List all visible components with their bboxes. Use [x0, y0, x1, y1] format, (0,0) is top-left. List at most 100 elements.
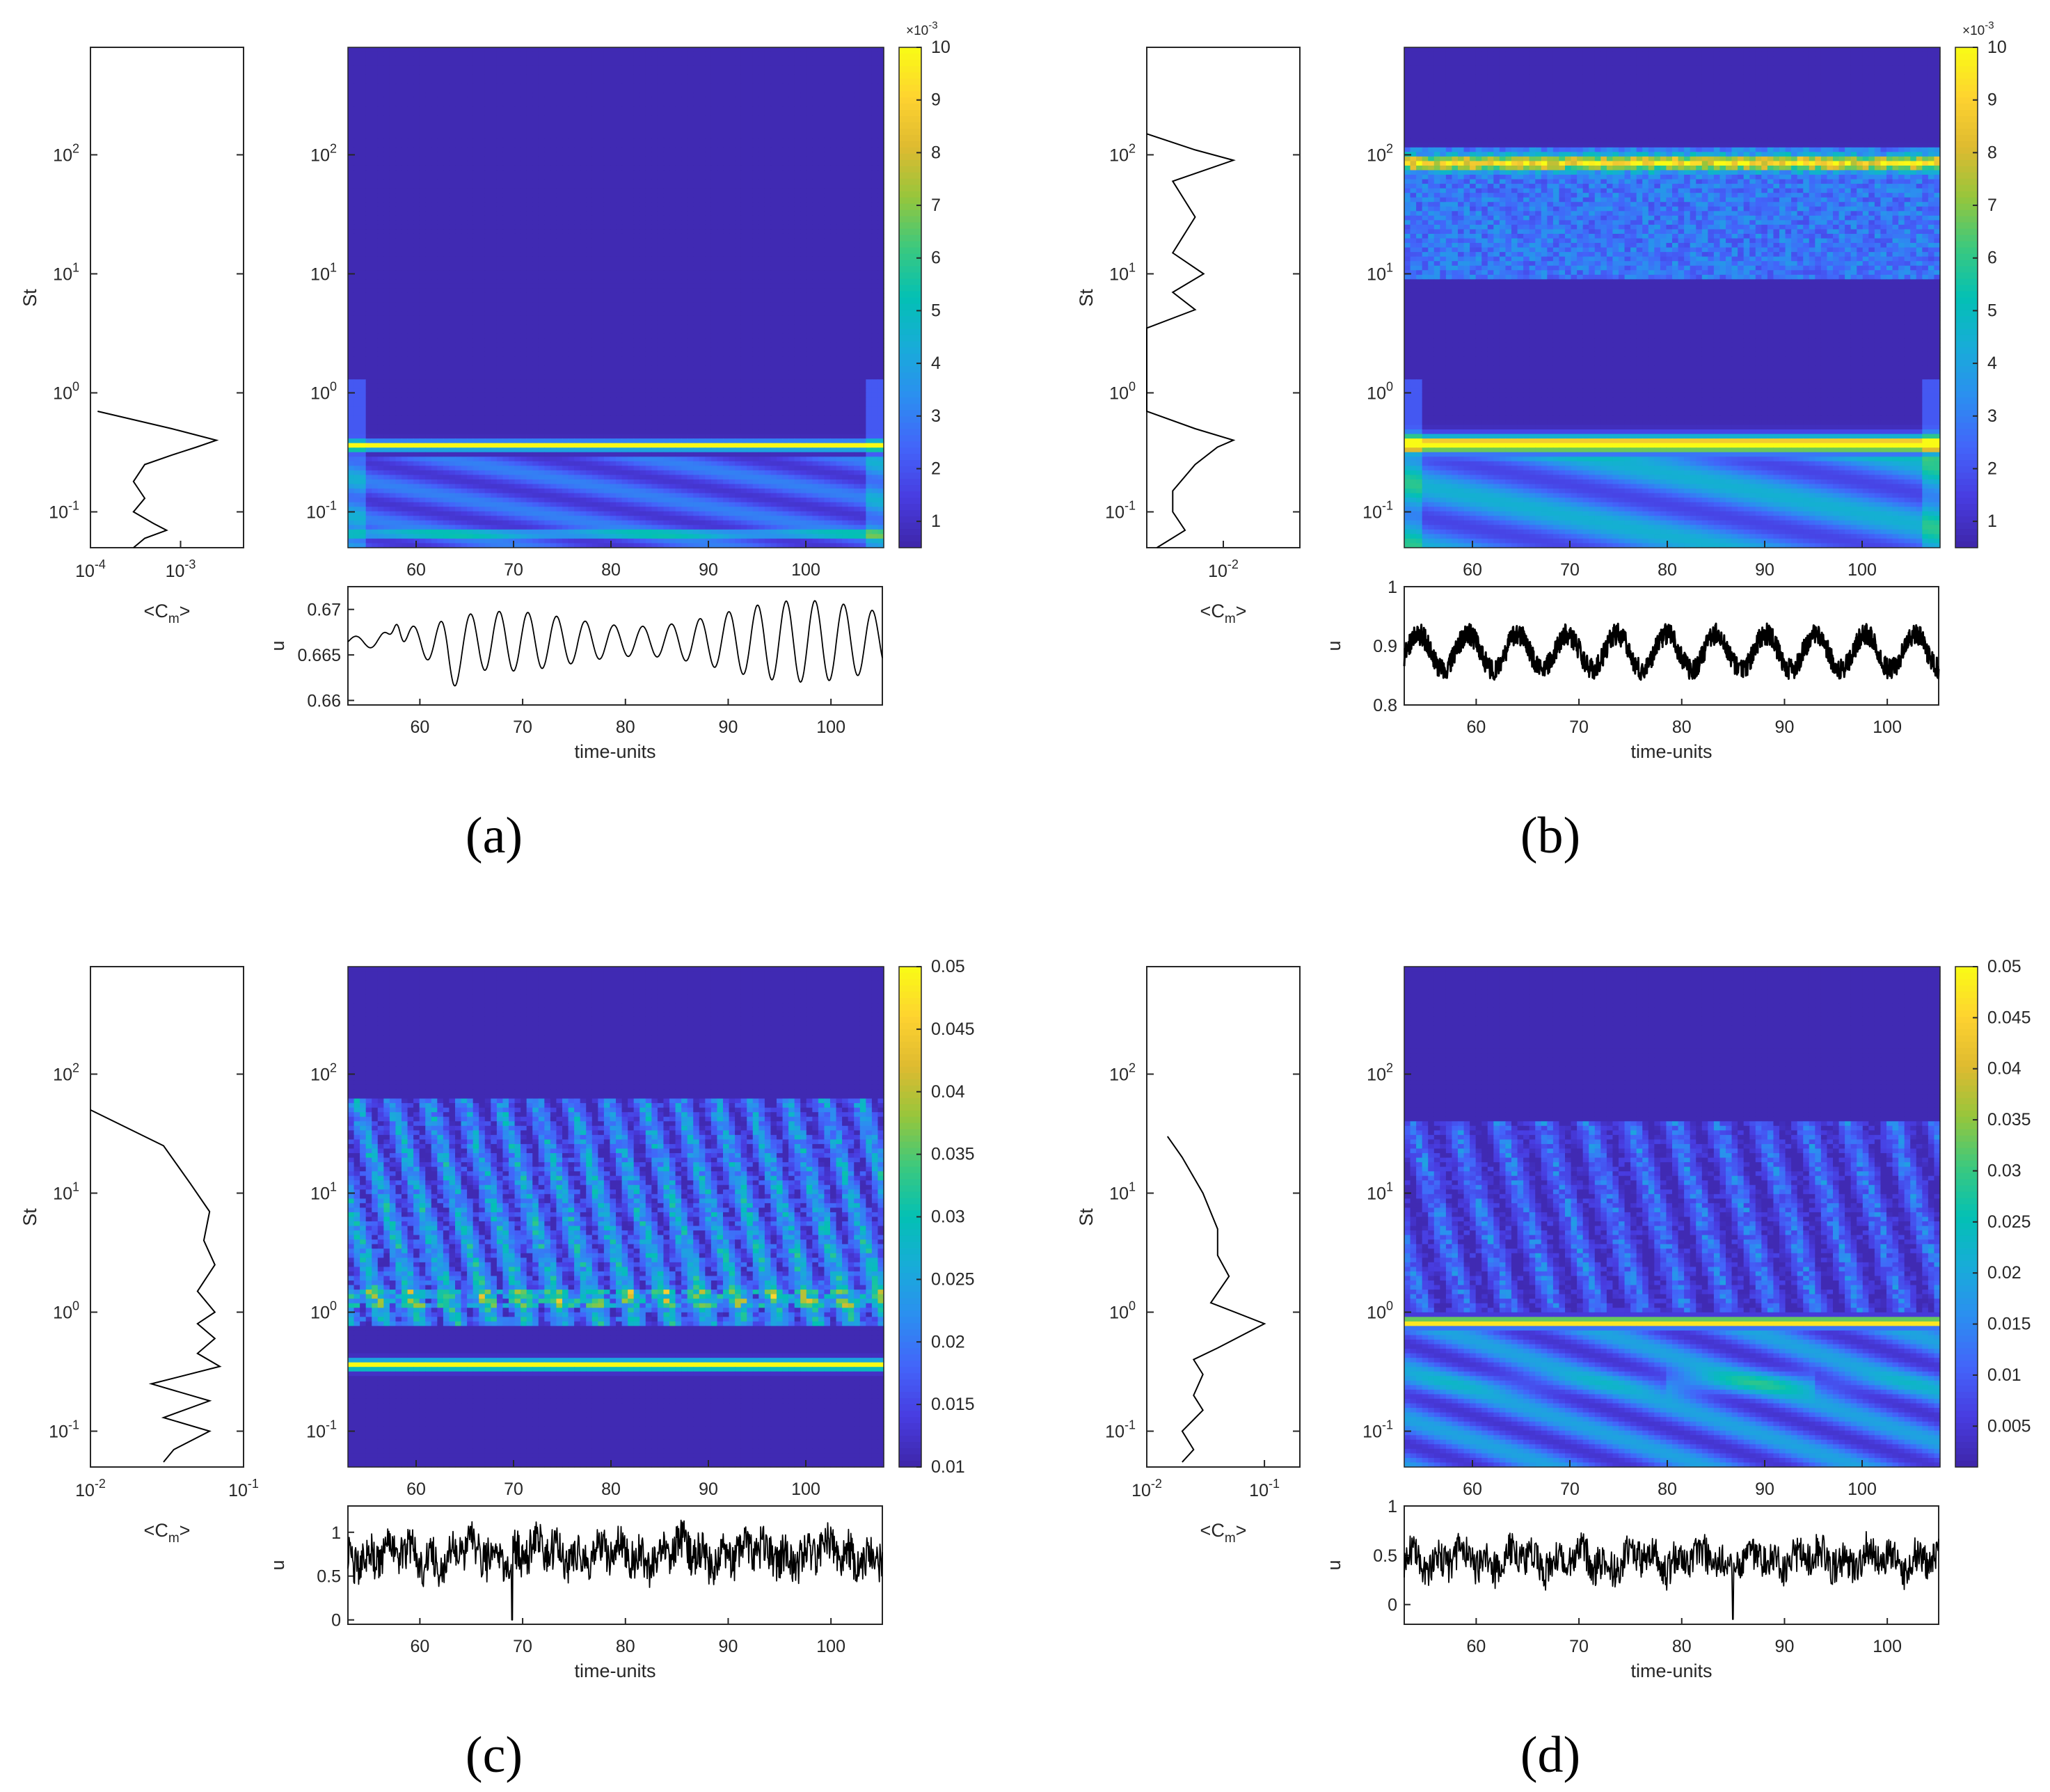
heatmap-cell — [484, 292, 491, 299]
heatmap-cell — [842, 224, 849, 230]
heatmap-cell — [812, 70, 819, 75]
heatmap-cell — [788, 170, 795, 175]
heatmap-cell — [562, 279, 569, 285]
heatmap-cell — [407, 274, 414, 280]
heatmap-cell — [777, 292, 784, 299]
heatmap-cell — [848, 93, 855, 98]
heatmap-cell — [467, 279, 474, 285]
heatmap-cell — [788, 243, 795, 248]
heatmap-cell — [514, 161, 521, 166]
heatmap-cell — [514, 116, 521, 121]
heatmap-cell — [449, 102, 456, 107]
heatmap-cell — [425, 97, 432, 103]
heatmap-cell — [377, 74, 384, 80]
heatmap-cell — [591, 88, 598, 93]
heatmap-cell — [859, 261, 866, 267]
heatmap-cell — [723, 233, 730, 239]
heatmap-cell — [472, 224, 479, 230]
heatmap-cell — [717, 202, 724, 207]
heatmap-cell — [449, 283, 456, 290]
heatmap-cell — [800, 261, 807, 267]
heatmap-cell — [723, 47, 730, 53]
heatmap-cell — [770, 156, 777, 162]
heatmap-cell — [407, 93, 414, 98]
heatmap-cell — [395, 279, 402, 285]
heatmap-cell — [437, 279, 444, 285]
heatmap-cell — [521, 179, 527, 184]
heatmap-cell — [526, 143, 533, 148]
heatmap-cell — [747, 179, 754, 184]
heatmap-cell — [651, 93, 658, 98]
heatmap-cell — [830, 193, 837, 198]
heatmap-cell — [389, 279, 397, 285]
heatmap-cell — [866, 224, 873, 230]
heatmap-cell — [472, 143, 479, 148]
heatmap-cell — [651, 238, 658, 244]
heatmap-cell — [657, 252, 665, 257]
heatmap-cell — [735, 102, 742, 107]
heatmap-cell — [747, 138, 754, 143]
heatmap-cell — [443, 152, 450, 157]
heatmap-cell — [550, 279, 557, 285]
heatmap-cell — [621, 274, 628, 280]
heatmap-cell — [639, 143, 646, 148]
heatmap-cell — [467, 179, 474, 184]
heatmap-cell — [848, 202, 855, 207]
heatmap-cell — [735, 197, 742, 203]
heatmap-cell — [663, 220, 670, 225]
heatmap-cell — [574, 211, 581, 216]
heatmap-cell — [854, 129, 861, 134]
heatmap-cell — [633, 129, 640, 134]
heatmap-cell — [633, 243, 640, 248]
heatmap-cell — [740, 134, 747, 139]
heatmap-cell — [794, 47, 801, 53]
heatmap-cell — [848, 84, 855, 89]
heatmap-cell — [764, 233, 772, 239]
heatmap-cell — [568, 93, 575, 98]
heatmap-cell — [854, 156, 861, 162]
heatmap-cell — [413, 56, 420, 62]
heatmap-cell — [353, 138, 360, 143]
heatmap-cell — [413, 116, 420, 121]
heatmap-cell — [514, 274, 521, 280]
heatmap-cell — [431, 252, 438, 257]
heatmap-cell — [806, 288, 813, 294]
heatmap-cell — [437, 197, 444, 203]
heatmap-cell — [818, 152, 825, 157]
heatmap-cell — [818, 106, 825, 112]
heatmap-cell — [740, 211, 747, 216]
heatmap-cell — [574, 224, 581, 230]
heatmap-cell — [360, 116, 367, 121]
heatmap-cell — [544, 188, 551, 193]
heatmap-cell — [598, 51, 605, 57]
heatmap-cell — [568, 175, 575, 180]
heatmap-cell — [502, 252, 509, 257]
heatmap-cell — [628, 74, 635, 80]
heatmap-cell — [735, 129, 742, 134]
heatmap-cell — [675, 270, 682, 276]
heatmap-cell — [633, 56, 640, 62]
heatmap-cell — [645, 220, 652, 225]
heatmap-cell — [360, 51, 367, 57]
heatmap-cell — [402, 65, 408, 71]
heatmap-cell — [866, 265, 873, 271]
heatmap-cell — [591, 170, 598, 175]
heatmap-cell — [496, 238, 504, 244]
heatmap-cell — [628, 220, 635, 225]
heatmap-cell — [735, 206, 742, 212]
heatmap-cell — [544, 56, 551, 62]
heatmap-cell — [479, 292, 486, 299]
heatmap-cell — [788, 74, 795, 80]
heatmap-cell — [550, 243, 557, 248]
heatmap-cell — [764, 270, 772, 276]
heatmap-cell — [431, 297, 438, 303]
heatmap-cell — [603, 270, 611, 276]
heatmap-cell — [681, 229, 688, 235]
heatmap-cell — [586, 138, 593, 143]
heatmap-cell — [758, 129, 765, 134]
heatmap-cell — [818, 102, 825, 107]
heatmap-cell — [717, 47, 724, 53]
heatmap-cell — [402, 179, 408, 184]
heatmap-cell — [657, 270, 665, 276]
heatmap-cell — [699, 188, 706, 193]
